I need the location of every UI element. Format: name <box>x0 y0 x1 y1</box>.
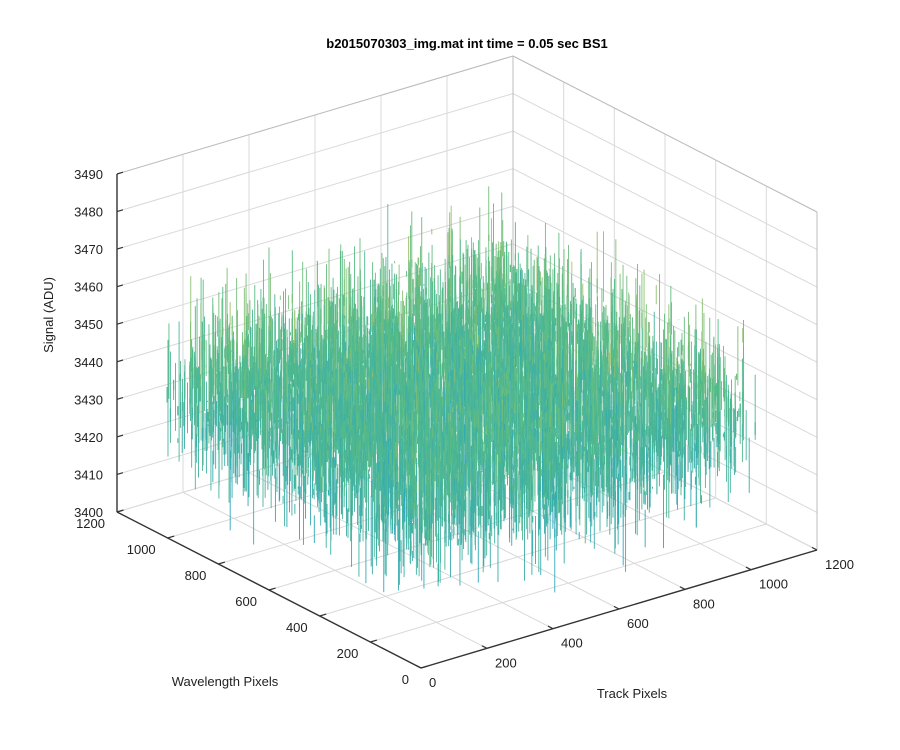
side-wall-grid-line <box>512 168 818 326</box>
floor-grid-line <box>319 497 716 617</box>
side-wall-grid-line <box>512 205 818 363</box>
surface-layer <box>166 186 756 593</box>
back-wall-grid-line <box>116 93 514 213</box>
box-edge <box>512 55 818 213</box>
floor-grid-line <box>370 523 767 643</box>
back-wall-grid-line <box>116 130 514 250</box>
box-edge <box>116 55 514 175</box>
side-wall-grid-line <box>512 93 818 251</box>
back-wall-grid-line <box>116 168 514 288</box>
side-wall-grid-line <box>512 130 818 288</box>
chart-title: b2015070303_img.mat int time = 0.05 sec … <box>326 36 607 51</box>
back-wall-grid-line <box>116 205 514 325</box>
